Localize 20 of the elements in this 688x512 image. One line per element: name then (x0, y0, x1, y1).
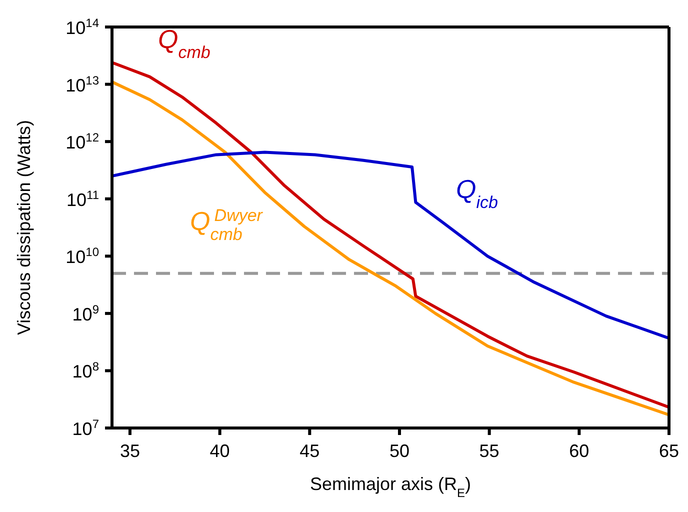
y-tick-label: 10$^{8}$ (72, 360, 100, 382)
x-tick-label: 60 (569, 441, 590, 461)
line-series (112, 150, 669, 340)
x-tick-label: 50 (389, 441, 410, 461)
y-tick-label: 10$^{13}$ (66, 73, 100, 96)
y-axis-title: Viscous dissipation (Watts) (14, 120, 34, 336)
x-tick-label: 35 (120, 441, 140, 461)
y-tick-label: 10$^{14}$ (66, 16, 100, 38)
x-tick-label: 55 (479, 441, 500, 461)
y-tick-label: 10$^{9}$ (72, 302, 100, 324)
y-tick-label: 10$^{10}$ (66, 245, 100, 268)
y-tick-label: 10$^{7}$ (72, 417, 100, 439)
x-tick-label: 45 (300, 441, 320, 461)
series-label: Q$_{cmb}$ (158, 24, 210, 62)
series-label: Q$_{icb}$ (456, 174, 498, 212)
y-tick-label: 10$^{11}$ (66, 188, 100, 210)
x-tick-label: 40 (210, 441, 230, 461)
y-tick-label: 10$^{12}$ (66, 130, 100, 153)
x-tick-label: 65 (658, 441, 680, 461)
x-axis-title: Semimajor axis (R$_{E}$) (310, 474, 472, 500)
